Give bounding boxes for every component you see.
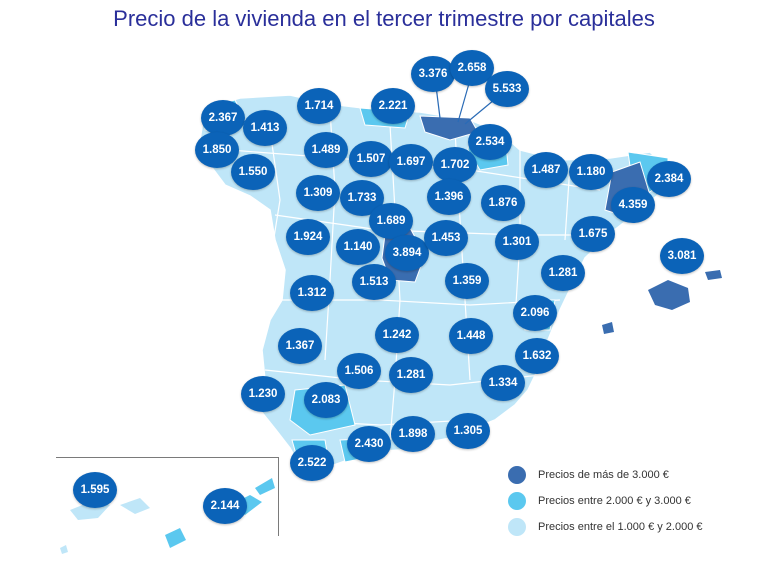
legend: Precios de más de 3.000 € Precios entre … [508, 462, 758, 540]
page-title: Precio de la vivienda en el tercer trime… [113, 6, 655, 31]
price-bubble-albacete: 1.448 [449, 318, 493, 354]
price-bubble-salamanca: 1.924 [286, 219, 330, 255]
menorca-island [705, 270, 722, 280]
canary-island-6 [60, 545, 68, 554]
price-bubble-lleida: 1.180 [569, 154, 613, 190]
price-bubble-zamora: 1.309 [296, 175, 340, 211]
price-bubble-almeria: 1.305 [446, 413, 490, 449]
canary-island-2 [120, 498, 150, 514]
price-bubble-pontevedra: 1.850 [195, 132, 239, 168]
price-bubble-soria: 1.396 [427, 179, 471, 215]
price-bubble-sc-tenerife: 1.595 [73, 472, 117, 508]
peninsula-shape [199, 94, 669, 471]
price-bubble-jaen: 1.281 [389, 357, 433, 393]
price-bubble-bilbao: 3.376 [411, 56, 455, 92]
legend-label: Precios de más de 3.000 € [538, 469, 669, 481]
price-bubble-huesca: 1.487 [524, 152, 568, 188]
price-bubble-pamplona: 2.534 [468, 124, 512, 160]
price-bubble-ciudad-real: 1.242 [375, 317, 419, 353]
legend-swatch-1000-2000 [508, 518, 526, 536]
price-bubble-ourense: 1.550 [231, 154, 275, 190]
price-bubble-granada: 1.898 [391, 416, 435, 452]
mallorca-island [648, 280, 690, 310]
legend-item: Precios entre el 1.000 € y 2.000 € [508, 514, 758, 540]
price-bubble-toledo: 1.513 [352, 264, 396, 300]
price-bubble-logrono: 1.702 [433, 147, 477, 183]
price-bubble-barcelona: 4.359 [611, 187, 655, 223]
legend-item: Precios de más de 3.000 € [508, 462, 758, 488]
ibiza-island [602, 322, 614, 334]
price-bubble-guadalajara: 1.453 [424, 220, 468, 256]
legend-swatch-2000-3000 [508, 492, 526, 510]
price-bubble-girona: 2.384 [647, 161, 691, 197]
price-bubble-cadiz: 2.522 [290, 445, 334, 481]
price-bubble-huelva: 1.230 [241, 376, 285, 412]
price-bubble-burgos: 1.697 [389, 144, 433, 180]
canary-islands-inset-frame [56, 457, 279, 536]
price-bubble-las-palmas: 2.144 [203, 488, 247, 524]
price-bubble-cordoba: 1.506 [337, 353, 381, 389]
price-bubble-caceres: 1.312 [290, 275, 334, 311]
price-bubble-palma: 3.081 [660, 238, 704, 274]
price-bubble-zaragoza: 1.876 [481, 185, 525, 221]
price-bubble-avila: 1.140 [336, 229, 380, 265]
price-bubble-malaga: 2.430 [347, 426, 391, 462]
price-bubble-palencia: 1.507 [349, 141, 393, 177]
price-bubble-sevilla: 2.083 [304, 382, 348, 418]
price-bubble-badajoz: 1.367 [278, 328, 322, 364]
price-bubble-santander: 2.221 [371, 88, 415, 124]
price-bubble-alicante: 1.632 [515, 338, 559, 374]
price-bubble-tarragona: 1.675 [571, 216, 615, 252]
price-bubble-cuenca: 1.359 [445, 263, 489, 299]
price-bubble-valencia: 2.096 [513, 295, 557, 331]
legend-label: Precios entre el 1.000 € y 2.000 € [538, 521, 703, 533]
price-bubble-teruel: 1.301 [495, 224, 539, 260]
canary-island-3 [165, 528, 186, 548]
legend-item: Precios entre 2.000 € y 3.000 € [508, 488, 758, 514]
price-bubble-madrid: 3.894 [385, 235, 429, 271]
price-bubble-murcia: 1.334 [481, 365, 525, 401]
price-bubble-castellon: 1.281 [541, 255, 585, 291]
canary-island-5 [255, 478, 275, 495]
legend-swatch-above-3000 [508, 466, 526, 484]
price-bubble-segovia: 1.689 [369, 203, 413, 239]
price-bubble-leon: 1.489 [304, 132, 348, 168]
price-bubble-san-sebastian: 5.533 [485, 71, 529, 107]
legend-label: Precios entre 2.000 € y 3.000 € [538, 495, 691, 507]
price-bubble-oviedo: 1.714 [297, 88, 341, 124]
price-bubble-lugo: 1.413 [243, 110, 287, 146]
price-bubble-coruna: 2.367 [201, 100, 245, 136]
basque-country-region [419, 115, 479, 141]
